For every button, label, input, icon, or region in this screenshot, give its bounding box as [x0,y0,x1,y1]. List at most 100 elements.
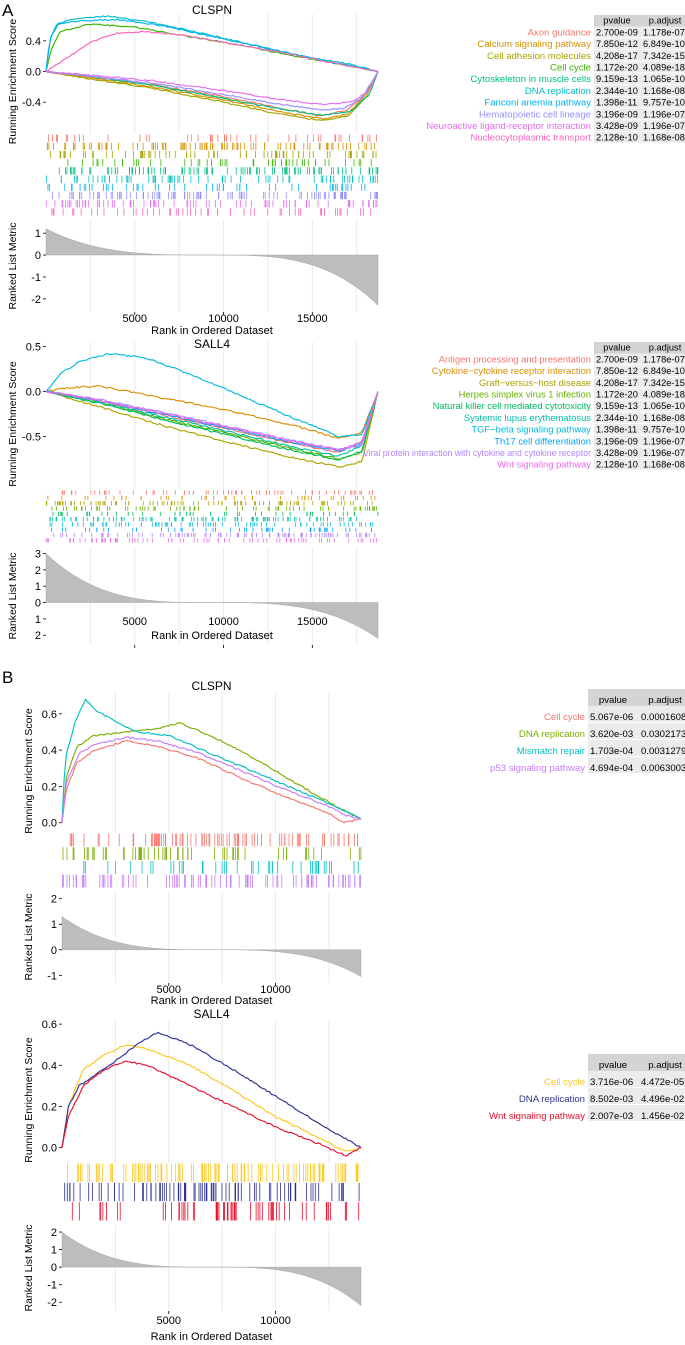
table-row-name: Neuroactive ligand-receptor interaction [426,121,591,132]
rank-ytick-label: 2 [51,894,57,906]
table-row-pvalue: 3.716e-06 [590,1077,633,1088]
rank-ylabel: Ranked List Metric [7,223,19,310]
panel-label-a: A [2,1,14,20]
table-row-name: Systemic lupus erythematosus [464,412,591,423]
table-row-padjust: 1.456e-02 [641,1111,684,1122]
chart-title: CLSPN [192,3,232,17]
table-row-bg [594,388,685,400]
table-row-bg [594,85,685,96]
table-row-name: Nucleocytoplasmic transport [470,133,591,144]
table-row-pvalue: 2.700e-09 [596,27,638,37]
es-curve-2 [45,70,379,120]
table-header-bg [594,15,685,27]
table-row-bg [588,706,685,722]
table-row-name: Axon guidance [528,27,591,38]
table-row-pvalue: 4.208e-17 [596,51,638,61]
table-row-bg [594,132,685,143]
es-curve-10 [45,30,379,73]
table-row-name: Mismatch repair [517,746,586,757]
table-row-padjust: 6.849e-10 [643,366,685,376]
table-header-bg [594,342,685,354]
table-header-bg [588,1054,685,1071]
rank-ytick-label: 2 [51,1227,57,1239]
table-row-name: Antigen processing and presentation [439,353,591,364]
chart-title: SALL4 [193,1007,229,1021]
xlabel: Rank in Ordered Dataset [151,325,273,337]
es-curve-9 [46,70,379,106]
table-row-name: Calcium signaling pathway [477,39,591,50]
table-row-pvalue: 2.344e-10 [596,413,638,423]
table-row-pvalue: 1.172e-20 [596,63,638,73]
es-curve-10 [45,390,379,451]
table-row-padjust: 0.0001608 [641,712,685,723]
panel-label-b: B [2,668,13,687]
table-row-name: Cytokine−cytokine receptor interaction [432,365,591,376]
es-ylabel: Running Enrichment Score [7,361,19,487]
table-header-padjust: p.adjust [648,695,682,706]
es-ytick-label: 0.0 [42,818,57,830]
table-row-padjust: 0.0302173 [641,729,685,740]
rank-ytick-label: 3 [35,549,41,561]
table-row-name: DNA replication [519,1094,585,1105]
xlabel: Rank in Ordered Dataset [151,630,273,642]
es-ytick-label: -0.4 [22,97,41,109]
table-row-name: Graft−versus−host disease [479,377,591,388]
rank-ytick-label: 0 [51,1262,57,1274]
table-row-pvalue: 8.502e-03 [590,1094,633,1105]
table-row-pvalue: 7.850e-12 [596,39,638,49]
table-row-name: p53 signaling pathway [490,763,585,774]
table-row-bg [594,435,685,447]
table-row-bg [594,96,685,108]
xtick-label: 10000 [260,1315,291,1327]
es-ytick-label: 0.2 [42,781,57,793]
table-row-name: Wnt signaling pathway [489,1111,585,1122]
table-row-padjust: 1.065e-10 [643,74,685,84]
rank-ytick-label: 1 [35,228,41,240]
table-row-bg [594,447,685,458]
table-row-name: Fanconi anemia pathway [484,98,591,109]
table-row-pvalue: 3.428e-09 [596,448,638,458]
es-curve-4 [45,23,379,73]
table-row-bg [594,38,685,50]
es-curve-7 [45,18,378,73]
chart-title: CLSPN [191,679,231,693]
xtick-label: 5000 [157,984,181,996]
xtick-label: 5000 [123,313,147,325]
rank-ytick-label: 0 [35,250,41,262]
xtick-label: 10000 [208,313,239,325]
table-header-pvalue: pvalue [603,343,630,353]
table-row-bg [594,26,685,38]
table-row-name: Cell cycle [550,63,591,74]
table-header-bg [588,689,685,706]
table-header-padjust: p.adjust [648,1060,682,1071]
es-curve-9 [45,390,379,451]
xtick-label: 15000 [297,313,328,325]
rank-ytick-label: 1 [35,581,41,593]
ranked-metric-area [45,228,379,306]
rank-ylabel: Ranked List Metric [7,553,19,640]
gsea-plot-b-clspn: CLSPN 0.6 0.4 0.2 0.0 Running Enrichment Scor… [23,679,685,1007]
table-row-bg [588,1105,685,1121]
table-header-padjust: p.adjust [649,343,682,353]
table-row-pvalue: 2.128e-10 [596,133,638,143]
table-row-pvalue: 4.208e-17 [596,378,638,388]
table-header-padjust: p.adjust [649,16,682,26]
es-curve-6 [46,390,379,457]
table-row-padjust: 9.757e-10 [643,425,685,435]
table-row-padjust: 4.496e-02 [641,1094,684,1105]
es-curve-2 [61,722,362,823]
table-header-pvalue: pvalue [603,16,630,26]
table-row-name: Th17 cell differentiation [494,435,591,446]
table-row-padjust: 0.0063003 [641,763,685,774]
table-row-padjust: 4.089e-18 [643,63,685,73]
table-row-bg [594,423,685,435]
es-curve-3 [61,698,362,823]
table-row-name: Hematopoietic cell lineage [479,109,591,120]
table-row-pvalue: 1.703e-04 [590,746,634,757]
rank-ytick-label: 1 [35,614,41,626]
table-row-padjust: 6.849e-10 [643,39,685,49]
table-row-padjust: 7.342e-15 [643,51,685,61]
rank-ytick-label: -1 [47,1280,57,1292]
